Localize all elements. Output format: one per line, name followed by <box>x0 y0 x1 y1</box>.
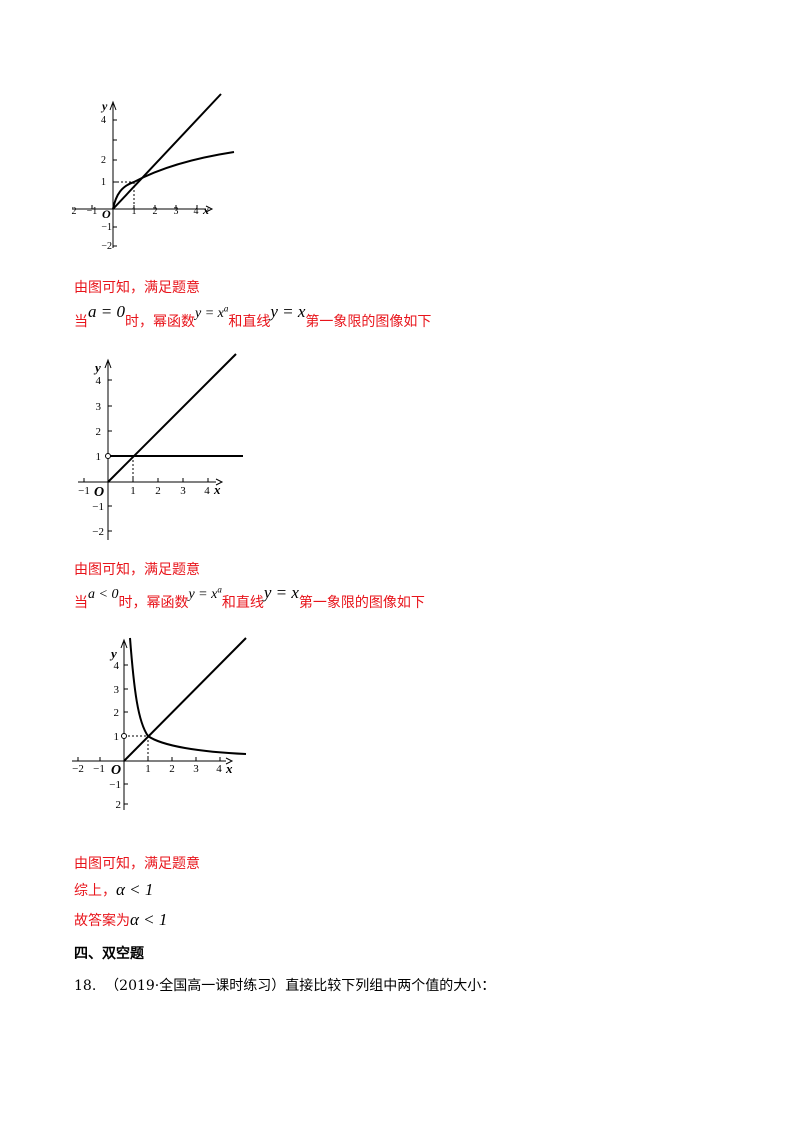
svg-text:4: 4 <box>194 206 199 217</box>
svg-text:1: 1 <box>96 451 102 463</box>
svg-text:2: 2 <box>155 485 161 497</box>
svg-text:−2: −2 <box>101 241 112 252</box>
svg-text:4: 4 <box>216 763 222 775</box>
conclusion-3: 由图可知，满足题意 <box>74 856 200 872</box>
case-3-line-eq: y = x <box>263 583 299 602</box>
line-y-equals-x <box>123 637 247 762</box>
open-point <box>105 453 111 459</box>
case-3-condition: a < 0 <box>88 587 119 602</box>
y-label: y <box>100 99 108 113</box>
svg-text:−1: −1 <box>101 222 112 233</box>
curve-power <box>112 151 235 210</box>
svg-text:1: 1 <box>132 206 137 217</box>
conclusion-2: 由图可知，满足题意 <box>74 562 200 578</box>
summary-math: α < 1 <box>116 880 154 899</box>
graph-3-svg: y 4 3 2 1 −1 2 −2 −1 1 2 3 4 x O <box>72 637 247 811</box>
svg-text:3: 3 <box>114 684 120 696</box>
svg-text:3: 3 <box>193 763 199 775</box>
svg-text:−2: −2 <box>92 526 104 538</box>
svg-text:2: 2 <box>96 426 102 438</box>
answer-line: 故答案为α < 1 <box>74 910 168 929</box>
svg-text:x: x <box>225 761 233 776</box>
svg-text:3: 3 <box>180 485 186 497</box>
question-18: 18. （2019·全国高一课时练习）直接比较下列组中两个值的大小： <box>74 975 495 995</box>
svg-text:1: 1 <box>101 177 106 188</box>
svg-text:−1: −1 <box>93 763 105 775</box>
svg-text:4: 4 <box>204 485 210 497</box>
line-y-equals-x <box>112 93 222 210</box>
svg-text:3: 3 <box>96 401 102 413</box>
conclusion-1: 由图可知，满足题意 <box>74 280 200 296</box>
x-label: x <box>202 203 209 217</box>
origin-label: O <box>102 207 111 221</box>
case-2-func: y = xa <box>194 303 229 321</box>
answer-math: α < 1 <box>130 910 168 929</box>
question-text: （2019·全国高一课时练习）直接比较下列组中两个值的大小： <box>105 978 496 994</box>
svg-text:y: y <box>109 646 117 661</box>
graph-1-svg: y 4 2 1 −1 −2 2 −1 1 2 3 4 x O <box>72 93 235 252</box>
svg-text:1: 1 <box>114 731 120 743</box>
case-2-line-eq: y = x <box>270 302 306 321</box>
case-3-line: 当a < 0时，幂函数y = xa和直线y = x第一象限的图像如下 <box>74 583 425 611</box>
svg-text:2: 2 <box>72 206 77 217</box>
svg-text:2: 2 <box>169 763 175 775</box>
svg-text:−1: −1 <box>78 485 90 497</box>
svg-text:y: y <box>93 360 101 375</box>
power-function-graph-1: y 4 2 1 −1 −2 2 −1 1 2 3 4 x O <box>0 90 240 260</box>
svg-text:−2: −2 <box>72 763 84 775</box>
power-function-graph-3: y 4 3 2 1 −1 2 −2 −1 1 2 3 4 x O <box>0 630 260 820</box>
power-function-graph-2: y 4 3 2 1 −1 −2 −1 1 2 3 4 x O <box>0 350 260 550</box>
svg-text:−1: −1 <box>109 779 121 791</box>
svg-text:2: 2 <box>116 799 122 811</box>
svg-text:4: 4 <box>101 115 106 126</box>
case-3-func: y = xa <box>188 584 222 602</box>
svg-text:O: O <box>111 763 121 778</box>
svg-text:x: x <box>213 482 221 497</box>
svg-text:2: 2 <box>114 707 120 719</box>
svg-text:1: 1 <box>145 763 151 775</box>
svg-text:4: 4 <box>96 375 102 387</box>
graph-2-svg: y 4 3 2 1 −1 −2 −1 1 2 3 4 x O <box>78 353 243 540</box>
svg-text:1: 1 <box>130 485 136 497</box>
x-axis-arrow <box>205 205 214 213</box>
question-number: 18. <box>74 978 97 994</box>
line-y-equals-x <box>107 353 237 483</box>
svg-text:−1: −1 <box>92 501 104 513</box>
svg-text:2: 2 <box>153 206 158 217</box>
section-heading: 四、双空题 <box>74 946 144 962</box>
svg-text:−1: −1 <box>87 206 98 217</box>
svg-text:O: O <box>94 485 104 500</box>
case-2-condition: a = 0 <box>88 302 125 321</box>
curve-power <box>129 637 247 755</box>
y-axis-arrow <box>109 100 117 111</box>
summary-line: 综上，α < 1 <box>74 880 154 899</box>
open-point <box>121 733 127 739</box>
svg-text:4: 4 <box>114 660 120 672</box>
case-2-line: 当a = 0时，幂函数y = xa和直线y = x第一象限的图像如下 <box>74 302 432 330</box>
svg-text:2: 2 <box>101 155 106 166</box>
svg-text:3: 3 <box>174 206 179 217</box>
